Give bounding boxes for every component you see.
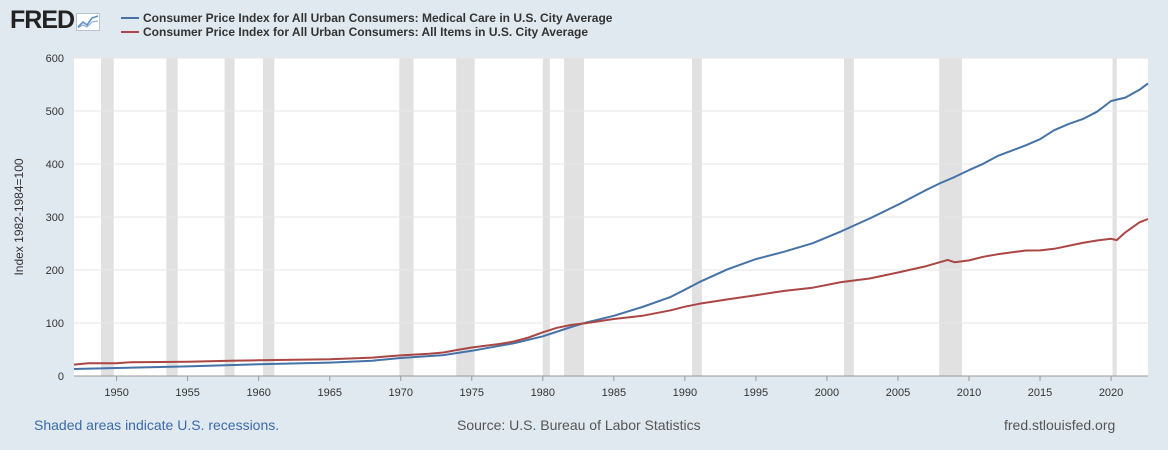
x-tick-label-1975: 1975 (460, 387, 484, 399)
series-line-medical-care[interactable] (73, 82, 1149, 370)
x-tick-label-1985: 1985 (602, 387, 626, 399)
x-tick-label-1960: 1960 (246, 387, 270, 399)
x-tick-label-2010: 2010 (957, 387, 981, 399)
fred-logo[interactable]: FRED (10, 6, 101, 35)
x-tick-label-1980: 1980 (531, 387, 555, 399)
legend-swatch-medical-care (121, 17, 139, 19)
x-tick-label-1990: 1990 (673, 387, 697, 399)
y-tick-label-100: 100 (46, 318, 64, 330)
x-tick-label-1970: 1970 (389, 387, 413, 399)
axes: 0 100 200 300 400 500 600 1950 1955 1960 1965 1970 1… (46, 53, 1148, 399)
fred-site-link[interactable]: fred.stlouisfed.org (1004, 417, 1116, 433)
series-line-all-items[interactable] (73, 218, 1149, 366)
legend-item-medical-care[interactable]: Consumer Price Index for All Urban Consu… (121, 11, 612, 25)
chart-line-icon (76, 12, 101, 31)
y-tick-label-300: 300 (46, 212, 64, 224)
y-axis-label: Index 1982-1984=100 (12, 158, 26, 275)
chart-legend: Consumer Price Index for All Urban Consu… (121, 11, 612, 39)
x-tick-label-2020: 2020 (1099, 387, 1123, 399)
legend-swatch-all-items (121, 31, 139, 33)
legend-label-medical-care: Consumer Price Index for All Urban Consu… (143, 11, 613, 25)
y-tick-label-400: 400 (46, 159, 64, 171)
logo-text: FRED (10, 6, 75, 34)
legend-item-all-items[interactable]: Consumer Price Index for All Urban Consu… (121, 25, 612, 39)
recession-note-link[interactable]: Shaded areas indicate U.S. recessions. (34, 417, 280, 433)
x-tick-label-2005: 2005 (886, 387, 910, 399)
x-tick-label-2000: 2000 (815, 387, 839, 399)
x-tick-label-1955: 1955 (175, 387, 199, 399)
x-tick-label-1950: 1950 (104, 387, 128, 399)
data-series (73, 82, 1149, 370)
y-tick-label-200: 200 (46, 265, 64, 277)
y-tick-label-500: 500 (46, 106, 64, 118)
source-note: Source: U.S. Bureau of Labor Statistics (457, 417, 701, 433)
x-tick-label-2015: 2015 (1028, 387, 1052, 399)
gridlines (74, 57, 1148, 324)
y-tick-label-0: 0 (58, 371, 64, 383)
x-tick-label-1995: 1995 (744, 387, 768, 399)
legend-label-all-items: Consumer Price Index for All Urban Consu… (143, 25, 588, 39)
y-tick-label-600: 600 (46, 53, 64, 65)
x-tick-label-1965: 1965 (317, 387, 341, 399)
